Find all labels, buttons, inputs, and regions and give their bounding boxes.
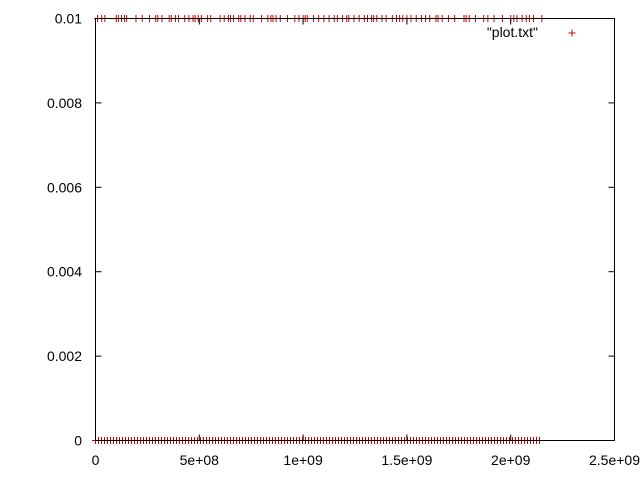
legend: "plot.txt" bbox=[487, 24, 576, 40]
y-tick-label: 0 bbox=[74, 433, 82, 449]
y-tick-label: 0.002 bbox=[47, 348, 82, 364]
x-axis: 0 5e+08 1e+09 1.5e+09 2e+09 2.5e+09 bbox=[92, 18, 640, 468]
plot-frame bbox=[95, 18, 615, 441]
legend-marker bbox=[568, 29, 576, 37]
y-tick-label: 0.004 bbox=[47, 264, 82, 280]
x-tick-label: 5e+08 bbox=[180, 452, 220, 468]
legend-label-plot-txt: "plot.txt" bbox=[487, 24, 538, 40]
legend-plus-icon bbox=[568, 29, 576, 37]
plot-marks bbox=[92, 15, 546, 444]
x-tick-label: 2.5e+09 bbox=[589, 452, 640, 468]
y-tick-label: 0.006 bbox=[47, 179, 82, 195]
x-tick-label: 0 bbox=[92, 452, 100, 468]
x-tick-label: 1.5e+09 bbox=[381, 452, 432, 468]
x-tick-label: 2e+09 bbox=[491, 452, 531, 468]
y-axis: 0 0.002 0.004 0.006 0.008 0.01 bbox=[47, 11, 615, 449]
x-tick-label: 1e+09 bbox=[283, 452, 323, 468]
y-tick-label: 0.008 bbox=[47, 95, 82, 111]
y-tick-label: 0.01 bbox=[55, 11, 82, 27]
